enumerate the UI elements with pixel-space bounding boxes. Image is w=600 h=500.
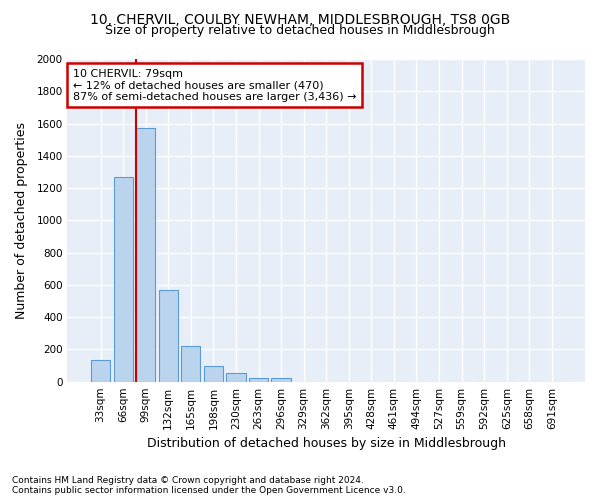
Bar: [91, 360, 110, 382]
Bar: [271, 378, 290, 382]
Bar: [113, 177, 133, 382]
Bar: [249, 378, 268, 382]
Bar: [226, 374, 245, 382]
Text: 10 CHERVIL: 79sqm
← 12% of detached houses are smaller (470)
87% of semi-detache: 10 CHERVIL: 79sqm ← 12% of detached hous…: [73, 68, 356, 102]
Bar: [204, 366, 223, 382]
Text: 10, CHERVIL, COULBY NEWHAM, MIDDLESBROUGH, TS8 0GB: 10, CHERVIL, COULBY NEWHAM, MIDDLESBROUG…: [90, 12, 510, 26]
X-axis label: Distribution of detached houses by size in Middlesbrough: Distribution of detached houses by size …: [147, 437, 506, 450]
Text: Size of property relative to detached houses in Middlesbrough: Size of property relative to detached ho…: [105, 24, 495, 37]
Bar: [181, 346, 200, 382]
Bar: [158, 290, 178, 382]
Text: Contains HM Land Registry data © Crown copyright and database right 2024.
Contai: Contains HM Land Registry data © Crown c…: [12, 476, 406, 495]
Y-axis label: Number of detached properties: Number of detached properties: [15, 122, 28, 319]
Bar: [136, 128, 155, 382]
